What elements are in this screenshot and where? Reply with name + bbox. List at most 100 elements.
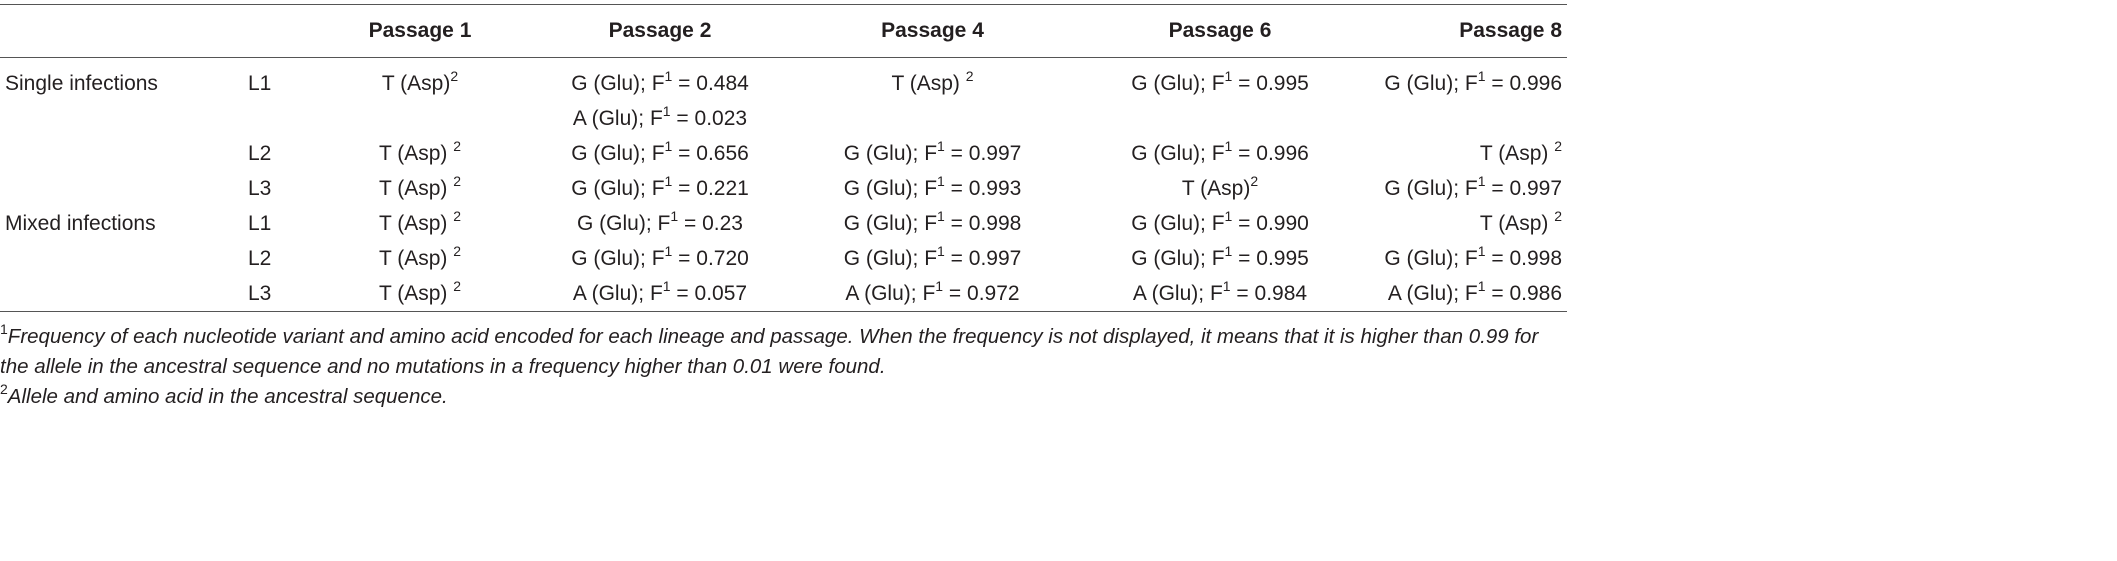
superscript: 2 bbox=[453, 243, 462, 259]
data-cell: T (Asp)2 bbox=[320, 58, 520, 137]
cell-line: A (Glu); F1 = 0.023 bbox=[520, 101, 800, 136]
text: = 0.057 bbox=[670, 282, 748, 305]
text: = 0.720 bbox=[672, 247, 749, 270]
superscript: 2 bbox=[1554, 138, 1562, 154]
superscript: 1 bbox=[1477, 68, 1486, 84]
data-cell: T (Asp) 2 bbox=[320, 276, 520, 312]
text: Frequency of each nucleotide variant and… bbox=[0, 325, 1539, 378]
superscript: 1 bbox=[937, 173, 945, 189]
text: A (Glu); F bbox=[1387, 282, 1478, 305]
text: T (Asp) bbox=[378, 247, 454, 270]
data-cell: G (Glu); F1 = 0.993 bbox=[800, 171, 1065, 206]
table-header: Passage 1 Passage 2 Passage 4 Passage 6 Pass… bbox=[0, 4, 1567, 58]
column-header: Passage 8 bbox=[1459, 19, 1562, 42]
text: T (Asp) bbox=[378, 282, 454, 305]
cell-line: G (Glu); F1 = 0.995 bbox=[1065, 66, 1375, 101]
text: G (Glu); F bbox=[1131, 142, 1225, 165]
text: = 0.998 bbox=[1485, 247, 1562, 270]
text: T (Asp) bbox=[1479, 212, 1555, 235]
text: = 0.996 bbox=[1232, 142, 1309, 165]
data-cell: T (Asp) 2 bbox=[800, 58, 1065, 137]
header-row: Passage 1 Passage 2 Passage 4 Passage 6 Pass… bbox=[0, 4, 1567, 58]
data-cell: T (Asp)2 bbox=[1065, 171, 1375, 206]
text: A (Glu); F bbox=[845, 282, 936, 305]
text: T (Asp) bbox=[891, 72, 966, 95]
text: T (Asp) bbox=[1479, 142, 1555, 165]
data-cell: G (Glu); F1 = 0.997 bbox=[1375, 171, 1567, 206]
superscript: 1 bbox=[1222, 278, 1231, 294]
text: G (Glu); F bbox=[571, 177, 665, 200]
superscript: 1 bbox=[937, 138, 945, 154]
data-cell: G (Glu); F1 = 0.995 bbox=[1065, 58, 1375, 137]
text: = 0.993 bbox=[944, 177, 1022, 200]
superscript: 2 bbox=[0, 381, 8, 397]
text: A (Glu); F bbox=[572, 282, 663, 305]
data-cell: G (Glu); F1 = 0.656 bbox=[520, 136, 800, 171]
empty-cell bbox=[0, 171, 240, 206]
text: = 0.656 bbox=[672, 142, 749, 165]
text: G (Glu); F bbox=[571, 142, 665, 165]
text: = 0.484 bbox=[672, 72, 749, 95]
empty-header bbox=[240, 5, 320, 58]
column-header: Passage 2 bbox=[608, 19, 712, 42]
text: T (Asp) bbox=[378, 212, 454, 235]
text: = 0.995 bbox=[1232, 247, 1309, 270]
data-cell: G (Glu); F1 = 0.990 bbox=[1065, 206, 1375, 241]
data-cell: T (Asp) 2 bbox=[1375, 136, 1567, 171]
lineage-label: L1 bbox=[248, 72, 272, 95]
cell-line: T (Asp)2 bbox=[1065, 171, 1375, 206]
text: T (Asp) bbox=[378, 142, 454, 165]
superscript: 1 bbox=[1224, 138, 1233, 154]
text: A (Glu); F bbox=[1132, 282, 1223, 305]
data-cell: A (Glu); F1 = 0.057 bbox=[520, 276, 800, 312]
superscript: 1 bbox=[664, 173, 673, 189]
cell-line: G (Glu); F1 = 0.221 bbox=[520, 171, 800, 206]
cell-line: A (Glu); F1 = 0.984 bbox=[1065, 276, 1375, 311]
text: = 0.997 bbox=[1485, 177, 1562, 200]
text: G (Glu); F bbox=[1384, 72, 1478, 95]
superscript: 1 bbox=[664, 138, 673, 154]
data-cell: G (Glu); F1 = 0.997 bbox=[800, 241, 1065, 276]
cell-line: T (Asp) 2 bbox=[320, 206, 520, 241]
superscript: 2 bbox=[453, 138, 462, 154]
empty-cell bbox=[0, 136, 240, 171]
text: G (Glu); F bbox=[1131, 247, 1225, 270]
text: = 0.998 bbox=[944, 212, 1022, 235]
text: G (Glu); F bbox=[571, 247, 665, 270]
superscript: 1 bbox=[664, 243, 673, 259]
cell-line: G (Glu); F1 = 0.720 bbox=[520, 241, 800, 276]
text: = 0.972 bbox=[943, 282, 1020, 305]
text: G (Glu); F bbox=[843, 142, 938, 165]
table-container: Passage 1 Passage 2 Passage 4 Passage 6 Pass… bbox=[0, 4, 1567, 412]
text: G (Glu); F bbox=[1384, 247, 1478, 270]
cell-line: G (Glu); F1 = 0.997 bbox=[800, 136, 1065, 171]
data-cell: T (Asp) 2 bbox=[320, 171, 520, 206]
cell-line: T (Asp) 2 bbox=[1375, 136, 1562, 171]
group-label: Mixed infections bbox=[5, 212, 156, 235]
empty-cell bbox=[0, 276, 240, 312]
empty-cell bbox=[0, 241, 240, 276]
cell-line: G (Glu); F1 = 0.998 bbox=[1375, 241, 1562, 276]
superscript: 2 bbox=[450, 68, 459, 84]
cell-line: G (Glu); F1 = 0.656 bbox=[520, 136, 800, 171]
data-cell: G (Glu); F1 = 0.996 bbox=[1375, 58, 1567, 137]
data-cell: G (Glu); F1 = 0.997 bbox=[800, 136, 1065, 171]
superscript: 1 bbox=[1477, 173, 1486, 189]
superscript: 2 bbox=[453, 173, 462, 189]
data-cell: G (Glu); F1 = 0.720 bbox=[520, 241, 800, 276]
superscript: 1 bbox=[1477, 243, 1486, 259]
cell-line: T (Asp) 2 bbox=[320, 171, 520, 206]
text: = 0.23 bbox=[678, 212, 743, 235]
superscript: 1 bbox=[1224, 208, 1233, 224]
text: G (Glu); F bbox=[843, 212, 938, 235]
column-header: Passage 4 bbox=[881, 19, 984, 42]
footnote: 2Allele and amino acid in the ancestral … bbox=[0, 382, 1567, 412]
lineage-label: L2 bbox=[248, 142, 272, 165]
lineage-label: L2 bbox=[248, 247, 272, 270]
column-header: Passage 6 bbox=[1168, 19, 1272, 42]
text: = 0.023 bbox=[670, 107, 748, 130]
